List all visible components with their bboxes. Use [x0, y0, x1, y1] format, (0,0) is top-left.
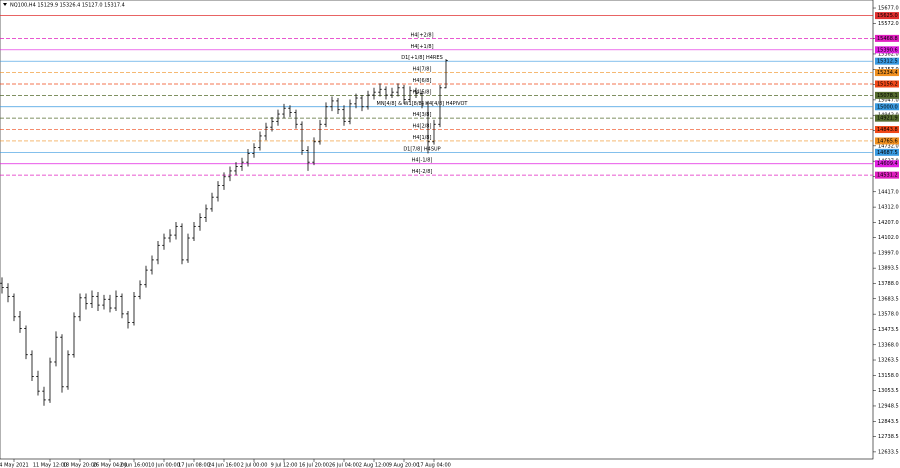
price-box	[875, 148, 899, 156]
y-tick-label: 13788.0	[878, 281, 899, 287]
price-box-label: 15312.5	[877, 59, 898, 65]
price-box	[875, 171, 899, 179]
y-tick-label: 13473.5	[878, 327, 899, 333]
y-tick-label: 13053.5	[878, 388, 899, 394]
price-box	[875, 34, 899, 42]
y-tick-label: 14732.0	[878, 143, 899, 149]
x-tick-label: 2 Aug 12:00	[359, 463, 390, 468]
y-tick-label: 13368.0	[878, 342, 899, 348]
y-tick-label: 13158.0	[878, 373, 899, 379]
y-tick-label: 15047.0	[878, 97, 899, 103]
x-tick-label: 16 Jul 20:00	[299, 463, 329, 468]
price-box	[875, 126, 899, 134]
level-label: H4[-2/8]	[412, 169, 433, 175]
x-tick-label: 17 Jun 08:00	[178, 463, 210, 468]
price-box	[875, 80, 899, 88]
x-tick-label: 4 May 2021	[0, 463, 29, 468]
y-tick-label: 13578.0	[878, 312, 899, 318]
y-tick-label: 15572.0	[878, 21, 899, 27]
y-tick-label: 12948.5	[878, 403, 899, 409]
price-box	[875, 12, 899, 20]
y-tick-label: 13263.5	[878, 358, 899, 364]
y-tick-label: 14417.0	[878, 189, 899, 195]
y-tick-label: 12843.5	[878, 419, 899, 425]
y-tick-label: 14207.0	[878, 220, 899, 226]
level-label: D1[7/8] H4SUP	[403, 146, 440, 152]
y-tick-label: 13683.5	[878, 296, 899, 302]
y-tick-label: 14102.0	[878, 235, 899, 241]
price-box-label: 15078.1	[877, 93, 898, 99]
price-box-label: 15156.2	[877, 81, 898, 87]
price-box-label: 15468.8	[877, 36, 898, 42]
price-box	[875, 103, 899, 111]
x-tick-label: 26 Jul 04:00	[329, 463, 359, 468]
plot-frame	[0, 0, 874, 460]
level-label: H4[+1/8]	[410, 44, 433, 50]
level-label: H4[7/8]	[413, 67, 432, 73]
level-label: H4[-1/8]	[412, 158, 433, 164]
price-box	[875, 57, 899, 65]
x-tick-label: 17 Aug 04:00	[417, 463, 451, 468]
price-box	[875, 69, 899, 77]
y-tick-label: 12633.5	[878, 449, 899, 455]
price-box-label: 14531.2	[877, 173, 898, 179]
x-tick-label: 18 May 20:00	[63, 463, 97, 468]
level-label: H4[2/8]	[413, 124, 432, 130]
x-tick-label: 11 May 12:00	[33, 463, 67, 468]
level-label: H4[6/8]	[413, 78, 432, 84]
x-tick-label: 26 May 04:00	[93, 463, 127, 468]
level-label: H4[+2/8]	[410, 32, 433, 38]
price-box	[875, 137, 899, 145]
price-box	[875, 114, 899, 122]
y-tick-label: 15677.0	[878, 6, 899, 12]
price-box-label: 14843.8	[877, 127, 898, 133]
level-label: H4[3/8]	[413, 112, 432, 118]
y-tick-label: 15362.0	[878, 51, 899, 57]
level-label: H4[1/8]	[413, 135, 432, 141]
level-label: D1[+1/8] H4RES	[401, 55, 443, 61]
price-box-label: 15625.0	[877, 13, 898, 19]
price-box-label: 15000.0	[877, 104, 898, 110]
price-box	[875, 46, 899, 54]
price-box-label: 14609.4	[877, 161, 898, 167]
x-tick-label: 2 Jun 16:00	[120, 463, 149, 468]
price-box-label: 14765.6	[877, 138, 898, 144]
x-tick-label: 9 Jul 12:00	[271, 463, 298, 468]
chart-title: NQ100,H4 15129.9 15326.4 15127.0 15317.4	[10, 3, 125, 9]
price-box-label: 14687.5	[877, 150, 898, 156]
menu-arrow	[3, 3, 7, 6]
x-tick-label: 9 Aug 20:00	[389, 463, 420, 468]
y-tick-label: 14312.0	[878, 205, 899, 211]
y-tick-label: 12738.5	[878, 434, 899, 440]
price-box-label: 14921.9	[877, 116, 898, 122]
x-tick-label: 24 Jun 16:00	[208, 463, 240, 468]
price-box	[875, 160, 899, 168]
price-box-label: 15234.4	[877, 70, 898, 76]
x-tick-label: 10 Jun 00:00	[148, 463, 180, 468]
y-tick-label: 13997.0	[878, 251, 899, 257]
x-tick-label: 2 Jul 00:00	[241, 463, 268, 468]
price-box-label: 15390.6	[877, 47, 898, 53]
y-tick-label: 13893.5	[878, 266, 899, 272]
price-box	[875, 91, 899, 99]
